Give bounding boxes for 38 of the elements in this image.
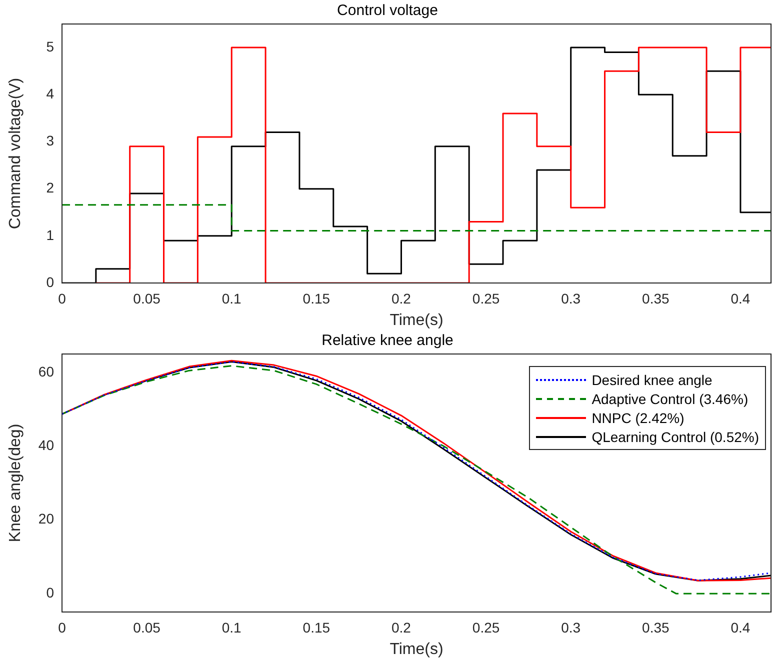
y-tick-label: 60 <box>38 363 54 380</box>
chart-title: Control voltage <box>337 2 438 20</box>
x-tick-label: 0.3 <box>561 619 581 636</box>
x-tick-label: 0.3 <box>561 290 581 306</box>
y-tick-label: 4 <box>46 85 54 102</box>
y-axis-title: Command voltage(V) <box>7 78 24 230</box>
x-tick-label: 0.1 <box>222 290 242 306</box>
legend-label: NNPC (2.42%) <box>592 410 684 426</box>
legend-label: Adaptive Control (3.46%) <box>592 390 748 406</box>
x-tick-label: 0.4 <box>730 290 750 306</box>
chart-title: Relative knee angle <box>322 332 454 350</box>
x-tick-label: 0.25 <box>472 290 500 306</box>
x-tick-label: 0.15 <box>302 290 330 306</box>
legend-label: Desired knee angle <box>592 372 712 388</box>
x-tick-label: 0.05 <box>133 290 161 306</box>
x-tick-label: 0.2 <box>392 619 412 636</box>
x-tick-label: 0 <box>58 619 66 636</box>
y-tick-label: 5 <box>46 38 54 54</box>
y-tick-label: 20 <box>38 510 54 527</box>
x-axis-title: Time(s) <box>390 640 444 658</box>
y-tick-label: 0 <box>46 584 54 600</box>
y-tick-label: 3 <box>46 132 54 149</box>
y-tick-label: 2 <box>46 180 54 196</box>
x-tick-label: 0.15 <box>302 619 330 636</box>
x-tick-label: 0.35 <box>642 619 670 636</box>
y-tick-label: 40 <box>38 437 54 453</box>
x-tick-label: 0.05 <box>133 619 161 636</box>
x-tick-label: 0 <box>58 290 66 306</box>
x-tick-label: 0.4 <box>730 619 750 636</box>
y-tick-label: 1 <box>46 226 54 243</box>
y-axis-title: Knee angle(deg) <box>7 424 24 542</box>
y-tick-label: 0 <box>46 274 54 290</box>
x-tick-label: 0.35 <box>642 290 670 306</box>
x-tick-label: 0.25 <box>472 619 500 636</box>
legend-label: QLearning Control (0.52%) <box>592 428 759 444</box>
x-tick-label: 0.2 <box>392 290 412 306</box>
x-axis-title: Time(s) <box>390 312 444 329</box>
x-tick-label: 0.1 <box>222 619 242 636</box>
